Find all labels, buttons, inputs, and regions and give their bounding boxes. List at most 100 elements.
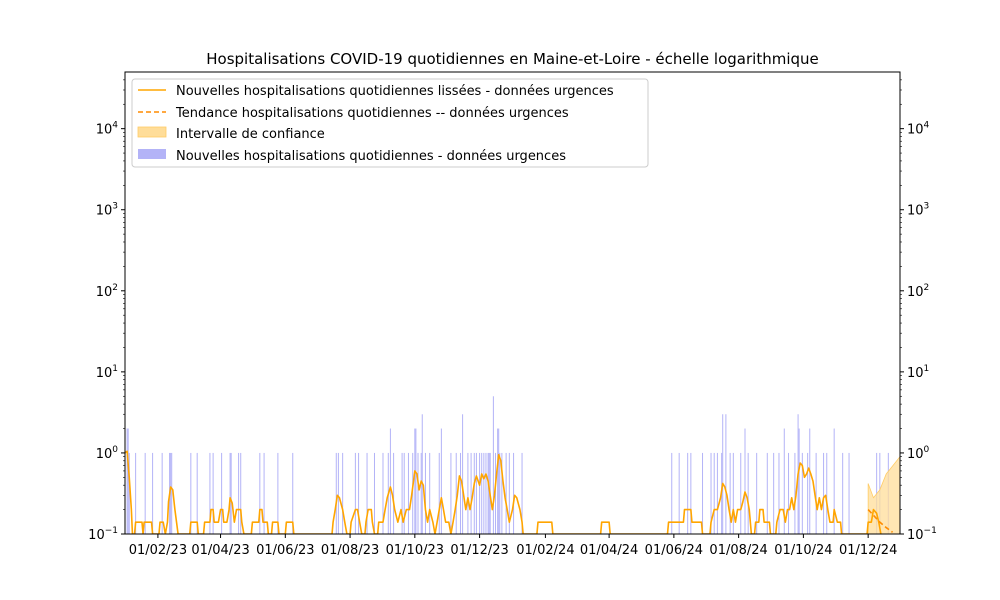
bar-daily-hospitalisations bbox=[807, 452, 809, 534]
x-axis: 01/02/23 01/04/23 01/06/23 01/08/23 01/10/23… bbox=[129, 534, 897, 558]
bar-daily-hospitalisations bbox=[412, 452, 414, 534]
bar-daily-hospitalisations bbox=[778, 452, 780, 534]
bar-daily-hospitalisations bbox=[438, 452, 440, 534]
bar-daily-hospitalisations bbox=[732, 452, 734, 534]
bar-daily-hospitalisations bbox=[373, 452, 375, 534]
bar-daily-hospitalisations bbox=[389, 428, 391, 534]
y-axis-left: 10−1 100 101 102 103 104 bbox=[88, 79, 125, 543]
bar-daily-hospitalisations bbox=[229, 452, 231, 534]
bar-daily-hospitalisations bbox=[127, 428, 129, 534]
bar-daily-hospitalisations bbox=[152, 452, 154, 534]
bar-daily-hospitalisations bbox=[366, 452, 368, 534]
bar-daily-hospitalisations bbox=[382, 452, 384, 534]
bar-daily-hospitalisations bbox=[459, 452, 461, 534]
bar-daily-hospitalisations bbox=[209, 452, 211, 534]
bar-daily-hospitalisations bbox=[501, 452, 503, 534]
bar-daily-hospitalisations bbox=[238, 452, 240, 534]
bar-daily-hospitalisations bbox=[809, 428, 811, 534]
bar-daily-hospitalisations bbox=[144, 452, 146, 534]
bar-daily-hospitalisations bbox=[128, 452, 130, 534]
legend-swatch-daily-bars bbox=[138, 149, 166, 159]
bar-daily-hospitalisations bbox=[221, 452, 223, 534]
bar-daily-hospitalisations bbox=[263, 452, 265, 534]
bar-daily-hospitalisations bbox=[126, 428, 128, 534]
bar-daily-hospitalisations bbox=[407, 452, 409, 534]
bar-daily-hospitalisations bbox=[773, 452, 775, 534]
y-tick-label-right: 103 bbox=[907, 202, 929, 219]
y-tick-label-left: 101 bbox=[96, 364, 118, 381]
bar-daily-hospitalisations bbox=[403, 452, 405, 534]
x-tick-label: 01/10/23 bbox=[386, 543, 444, 558]
bar-daily-hospitalisations bbox=[450, 452, 452, 534]
bar-daily-hospitalisations bbox=[499, 452, 501, 534]
bar-daily-hospitalisations bbox=[505, 452, 507, 534]
bar-daily-hospitalisations bbox=[801, 452, 803, 534]
y-axis-right: 10−1 100 101 102 103 104 bbox=[900, 79, 937, 543]
x-tick-label: 01/08/23 bbox=[321, 543, 379, 558]
bar-daily-hospitalisations bbox=[335, 452, 337, 534]
bar-daily-hospitalisations bbox=[671, 452, 673, 534]
smoothed-line bbox=[125, 450, 882, 534]
bar-daily-hospitalisations bbox=[716, 452, 718, 534]
trend-line bbox=[867, 509, 894, 533]
bar-daily-hospitalisations bbox=[420, 452, 422, 534]
bar-daily-hospitalisations bbox=[421, 414, 423, 534]
bar-daily-hospitalisations bbox=[161, 452, 163, 534]
bar-daily-hospitalisations bbox=[702, 452, 704, 534]
line-layer bbox=[125, 450, 882, 534]
bar-daily-hospitalisations bbox=[259, 452, 261, 534]
bar-daily-hospitalisations bbox=[415, 428, 417, 534]
x-tick-label: 01/10/24 bbox=[774, 543, 832, 558]
legend-label-confidence: Intervalle de confiance bbox=[176, 127, 325, 142]
bar-daily-hospitalisations bbox=[462, 414, 464, 534]
bar-daily-hospitalisations bbox=[424, 452, 426, 534]
chart-title: Hospitalisations COVID-19 quotidiennes e… bbox=[206, 50, 819, 68]
x-tick-label: 01/06/23 bbox=[256, 543, 314, 558]
bar-daily-hospitalisations bbox=[794, 452, 796, 534]
bar-daily-hospitalisations bbox=[354, 452, 356, 534]
bar-daily-hospitalisations bbox=[678, 452, 680, 534]
bar-daily-hospitalisations bbox=[417, 452, 419, 534]
bar-daily-hospitalisations bbox=[826, 452, 828, 534]
bar-daily-hospitalisations bbox=[722, 414, 724, 534]
y-tick-label-right: 100 bbox=[907, 445, 930, 462]
y-tick-label-left: 102 bbox=[96, 283, 118, 300]
y-tick-label-right: 102 bbox=[907, 283, 929, 300]
x-tick-label: 01/02/24 bbox=[516, 543, 574, 558]
bar-daily-hospitalisations bbox=[508, 452, 510, 534]
y-tick-label-left: 103 bbox=[96, 202, 118, 219]
bar-daily-hospitalisations bbox=[470, 452, 472, 534]
y-tick-label-right: 101 bbox=[907, 364, 929, 381]
bar-daily-hospitalisations bbox=[292, 452, 294, 534]
bar-daily-hospitalisations bbox=[240, 452, 242, 534]
bar-daily-hospitalisations bbox=[833, 428, 835, 534]
bar-daily-hospitalisations bbox=[729, 452, 731, 534]
bar-daily-hospitalisations bbox=[212, 452, 214, 534]
bar-daily-hospitalisations bbox=[171, 452, 173, 534]
bar-daily-hospitalisations bbox=[744, 428, 746, 534]
bar-daily-hospitalisations bbox=[842, 452, 844, 534]
legend-label-trend: Tendance hospitalisations quotidiennes -… bbox=[175, 106, 569, 121]
bar-daily-hospitalisations bbox=[513, 452, 515, 534]
bar-daily-hospitalisations bbox=[230, 452, 232, 534]
x-tick-label: 01/02/23 bbox=[129, 543, 187, 558]
confidence-band bbox=[867, 455, 900, 534]
bar-daily-hospitalisations bbox=[687, 452, 689, 534]
bar-daily-hospitalisations bbox=[393, 452, 395, 534]
y-tick-label-left: 100 bbox=[96, 445, 119, 462]
bar-daily-hospitalisations bbox=[823, 452, 825, 534]
x-tick-label: 01/08/24 bbox=[709, 543, 767, 558]
bar-daily-hospitalisations bbox=[473, 452, 475, 534]
bar-daily-hospitalisations bbox=[487, 452, 489, 534]
bar-daily-hospitalisations bbox=[713, 452, 715, 534]
bar-daily-hospitalisations bbox=[747, 452, 749, 534]
bar-daily-hospitalisations bbox=[725, 414, 727, 534]
bar-daily-hospitalisations bbox=[481, 452, 483, 534]
bar-daily-hospitalisations bbox=[414, 428, 416, 534]
bar-daily-hospitalisations bbox=[756, 452, 758, 534]
y-tick-label-left: 10−1 bbox=[88, 526, 118, 543]
bar-daily-hospitalisations bbox=[170, 452, 172, 534]
bar-daily-hospitalisations bbox=[479, 452, 481, 534]
bar-daily-hospitalisations bbox=[497, 428, 499, 534]
